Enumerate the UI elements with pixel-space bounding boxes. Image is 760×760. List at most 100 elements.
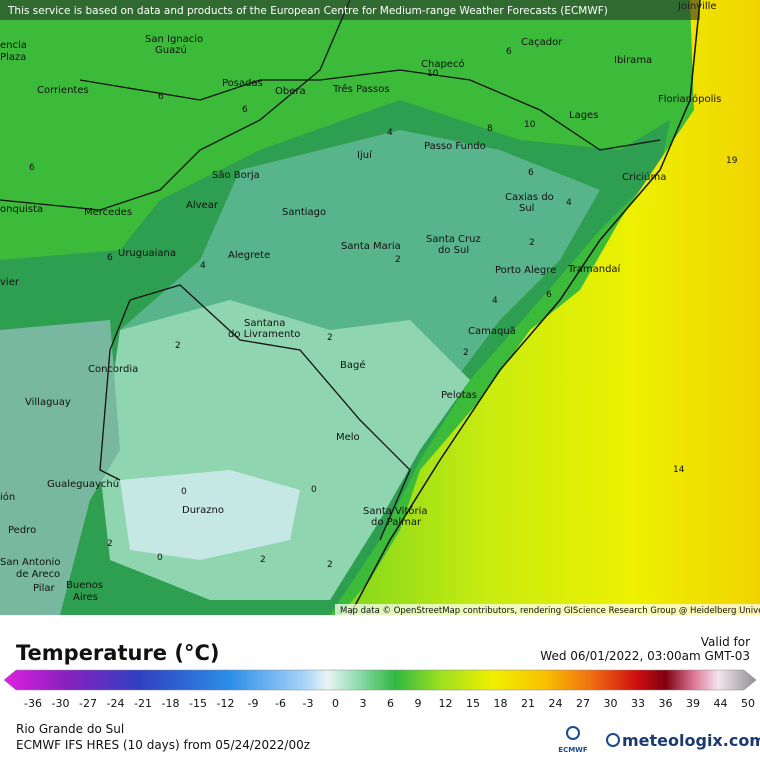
contour-label: 6 [158, 92, 164, 102]
place-label: Mercedes [84, 207, 132, 218]
colorbar-tick-label: 27 [576, 697, 590, 710]
colorbar-tick-label: 44 [714, 697, 728, 710]
place-label: Pedro [8, 525, 36, 536]
colorbar-tick-label: -12 [217, 697, 235, 710]
legend-title: Temperature (°C) [16, 641, 219, 665]
place-label: Villaguay [25, 397, 71, 408]
place-label: Durazno [182, 505, 224, 516]
place-label: Guazú [155, 44, 187, 56]
contour-label: 19 [726, 156, 738, 166]
place-label: do Sul [438, 245, 469, 256]
place-label: do Palmar [371, 517, 422, 528]
place-label: Criciúma [622, 171, 666, 183]
attribution-bg [335, 604, 760, 616]
place-label: Lages [569, 110, 598, 121]
colorbar-tick-label: 12 [439, 697, 453, 710]
colorbar-tick-label: -27 [79, 697, 97, 710]
contour-label: 2 [395, 255, 401, 265]
colorbar-tick-label: 33 [631, 697, 645, 710]
contour-label: 6 [29, 163, 35, 173]
place-label: San Antonio [0, 557, 60, 568]
valid-label: Valid for [701, 635, 750, 649]
contour-label: 2 [327, 333, 333, 343]
contour-label: 2 [107, 539, 113, 549]
colorbar-tick-label: -21 [134, 697, 152, 710]
place-label: Plaza [0, 52, 26, 63]
place-label: ión [0, 491, 15, 503]
ecmwf-logo: ECMWF [558, 746, 588, 754]
place-label: Buenos [66, 580, 103, 591]
attribution: Map data © OpenStreetMap contributors, r… [340, 606, 760, 616]
coast-line [349, 0, 701, 616]
place-label: Santa Cruz [426, 234, 481, 245]
contour-label: 2 [327, 560, 333, 570]
banner-bg [0, 0, 700, 20]
place-label: Corrientes [37, 85, 89, 96]
contour-label: 2 [175, 341, 181, 351]
place-label: Bagé [340, 359, 366, 371]
contour-label: 6 [546, 290, 552, 300]
colorbar-tick-label: 24 [549, 697, 563, 710]
contour-label: 14 [673, 465, 685, 475]
colorbar-tick-label: -36 [24, 697, 42, 710]
colorbar-tick-label: 50 [741, 697, 755, 710]
place-label: do Livramento [228, 329, 300, 340]
place-label: Florianópolis [658, 93, 721, 105]
place-label: Caçador [521, 37, 563, 48]
colorbar-tick-label: 0 [332, 697, 339, 710]
place-label: Pelotas [441, 390, 477, 401]
colorbar-tick-label: 30 [604, 697, 618, 710]
border-line [0, 0, 661, 541]
colorbar-tick-label: 9 [415, 697, 422, 710]
contour-label: 4 [200, 261, 206, 271]
contour-label: 10 [524, 120, 536, 130]
place-label: Alegrete [228, 250, 270, 261]
place-label: encia [0, 40, 27, 51]
colorbar-tick-label: 39 [686, 697, 700, 710]
brand: meteologix.com [622, 731, 760, 750]
place-label: Três Passos [332, 83, 390, 95]
place-label: Aires [73, 592, 98, 603]
place-label: Santana [244, 318, 285, 329]
colorbar-tick-label: 21 [521, 697, 535, 710]
place-label: Passo Fundo [424, 141, 486, 152]
valid-time: Wed 06/01/2022, 03:00am GMT-03 [540, 649, 750, 663]
contour-label: 8 [487, 124, 493, 134]
place-label: Melo [336, 432, 360, 443]
colorbar-tick-label: -18 [162, 697, 180, 710]
place-label: Alvear [186, 200, 219, 211]
place-label: Ibirama [614, 55, 652, 66]
contour-label: 6 [242, 105, 248, 115]
contour-label: 6 [506, 47, 512, 57]
place-label: São Borja [212, 170, 260, 181]
colorbar-tick-label: -30 [52, 697, 70, 710]
contour-label: 4 [492, 296, 498, 306]
colorbar-tick-label: -6 [275, 697, 286, 710]
colorbar-tick-label: -24 [107, 697, 125, 710]
colorbar-tick-label: 3 [360, 697, 367, 710]
place-label: onquista [0, 204, 43, 215]
place-label: Posadas [222, 78, 263, 89]
place-label: Chapecó [421, 58, 465, 70]
place-label: San Ignacio [145, 34, 203, 45]
place-label: Santa Vitória [363, 505, 428, 517]
contour-label: 2 [529, 238, 535, 248]
place-label: Caxias do [505, 192, 554, 203]
place-label: Gualeguaychú [47, 478, 119, 490]
place-label: Camaquã [468, 326, 516, 337]
contour-label: 6 [528, 168, 534, 178]
colorbar-ticks: -36 -30 -27 -24 -21 -18 -15 -12 -9 -6 -3 0 3 6 9 12 15 18… [24, 697, 755, 710]
model: ECMWF IFS HRES (10 days) from 05/24/2022… [16, 738, 310, 752]
place-label: Obera [275, 86, 306, 97]
ecmwf-icon [566, 726, 580, 740]
place-label: de Areco [16, 569, 60, 580]
contour-label: 4 [387, 128, 393, 138]
place-label: Porto Alegre [495, 265, 556, 276]
contour-label: 0 [311, 485, 317, 495]
colorbar-tick-label: 36 [659, 697, 673, 710]
region: Rio Grande do Sul [16, 722, 124, 736]
place-label: Ijuí [357, 149, 373, 161]
colorbar-tick-label: 15 [466, 697, 480, 710]
